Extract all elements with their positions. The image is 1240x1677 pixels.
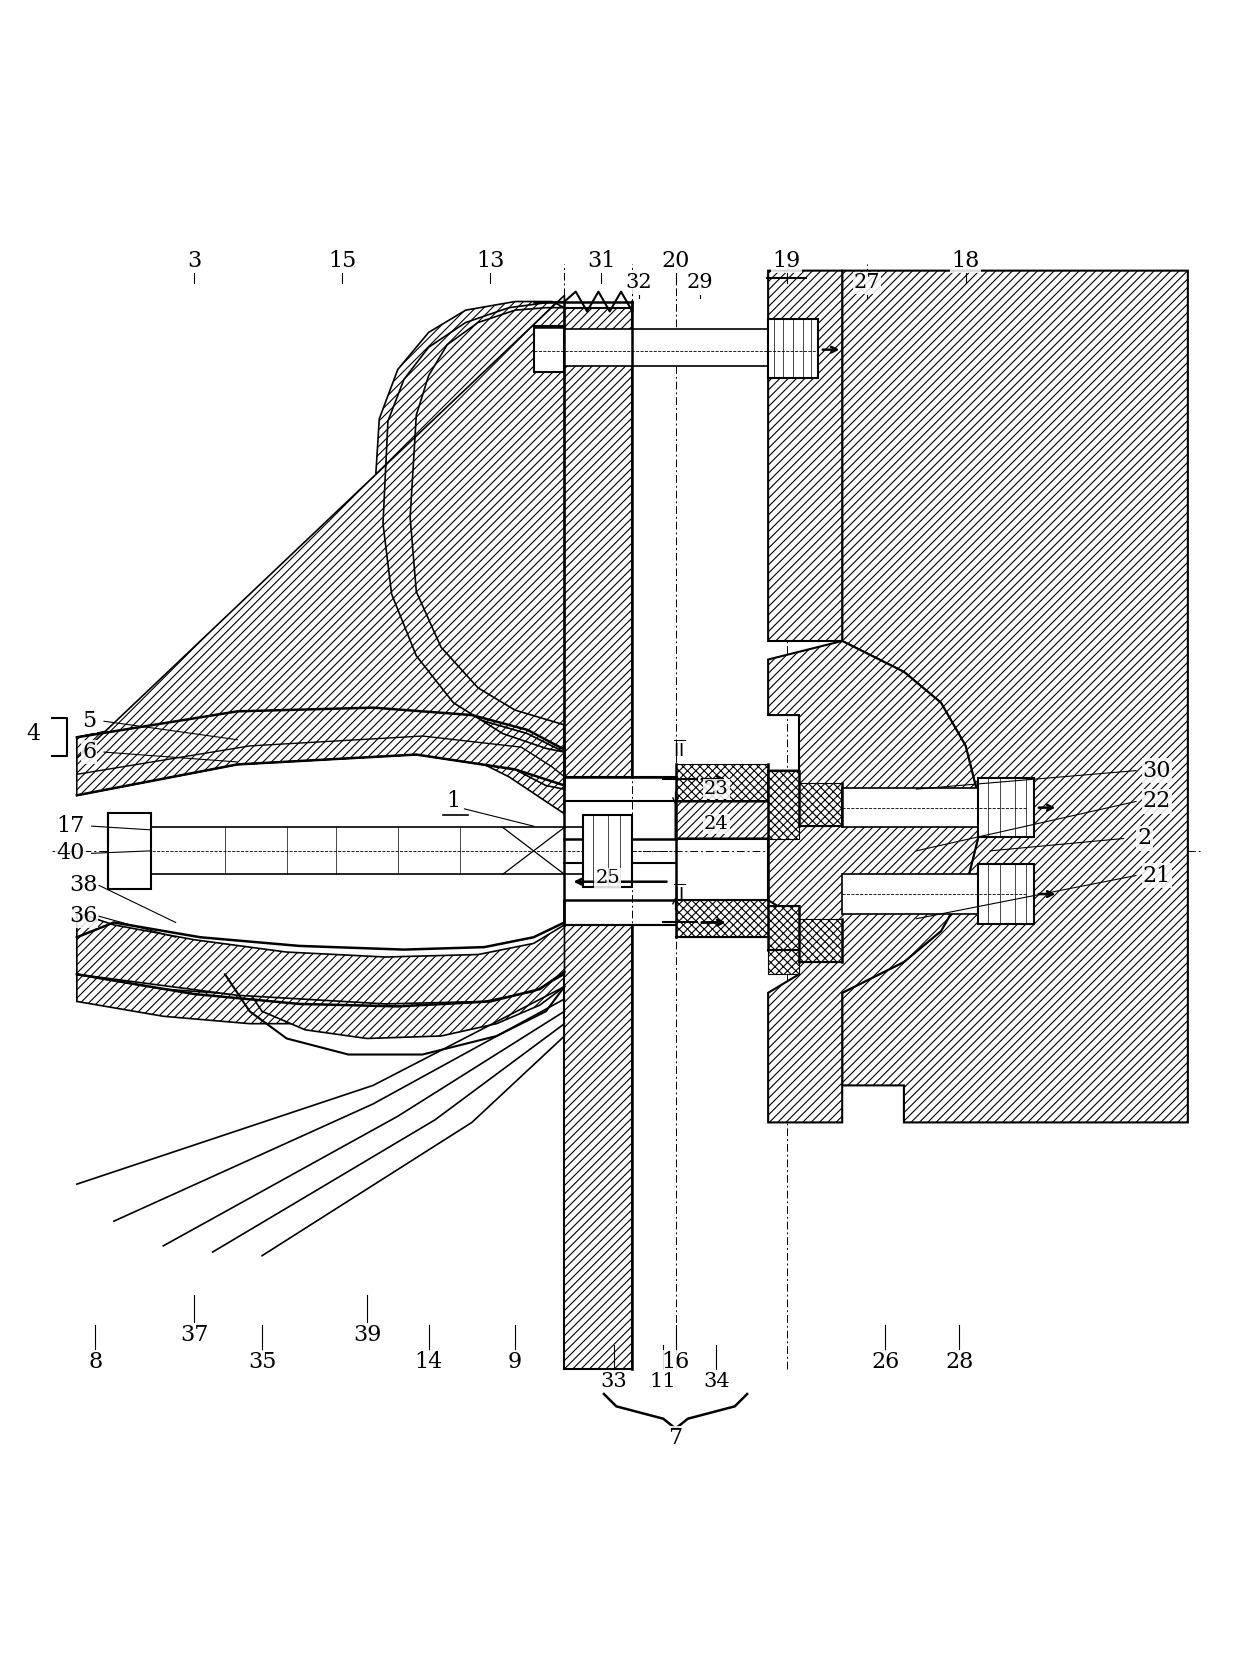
Polygon shape [676, 270, 978, 1122]
Text: 6: 6 [82, 741, 97, 763]
Text: 9: 9 [508, 1352, 522, 1373]
Text: 29: 29 [687, 273, 713, 292]
Polygon shape [583, 815, 632, 887]
Text: 15: 15 [329, 250, 356, 272]
Text: 3: 3 [187, 250, 201, 272]
Polygon shape [676, 765, 842, 838]
Polygon shape [77, 302, 564, 813]
Polygon shape [842, 874, 978, 914]
Polygon shape [77, 709, 564, 790]
Text: 5: 5 [82, 711, 97, 733]
Polygon shape [77, 912, 564, 1005]
Text: $\overline{\mathrm{II}}$: $\overline{\mathrm{II}}$ [673, 740, 686, 761]
Text: 4: 4 [26, 723, 41, 745]
Polygon shape [978, 778, 1033, 837]
Polygon shape [533, 327, 564, 372]
Polygon shape [564, 307, 632, 776]
Text: 8: 8 [88, 1352, 103, 1373]
Text: 24: 24 [704, 815, 729, 833]
Text: 21: 21 [1143, 865, 1171, 887]
Text: 2: 2 [1137, 827, 1152, 850]
Text: $\overline{\mathrm{II}}$: $\overline{\mathrm{II}}$ [673, 884, 686, 904]
Polygon shape [77, 709, 564, 776]
Text: 17: 17 [57, 815, 84, 837]
Polygon shape [77, 736, 564, 795]
Text: 19: 19 [773, 250, 801, 272]
Text: 28: 28 [945, 1352, 973, 1373]
Text: 18: 18 [951, 250, 980, 272]
Text: 22: 22 [1143, 790, 1171, 812]
Text: 11: 11 [650, 1372, 677, 1392]
Polygon shape [768, 319, 817, 377]
Polygon shape [108, 827, 632, 874]
Polygon shape [842, 270, 1188, 1122]
Text: 1: 1 [446, 790, 460, 812]
Text: 23: 23 [704, 780, 729, 798]
Polygon shape [77, 295, 564, 795]
Polygon shape [77, 901, 564, 1023]
Polygon shape [978, 864, 1033, 924]
Text: 38: 38 [68, 874, 97, 897]
Polygon shape [842, 788, 978, 827]
Text: 31: 31 [588, 250, 616, 272]
Text: 32: 32 [625, 273, 652, 292]
Text: 30: 30 [1143, 760, 1172, 781]
Text: 34: 34 [703, 1372, 729, 1392]
Text: 7: 7 [668, 1427, 682, 1449]
Text: 16: 16 [661, 1352, 689, 1373]
Text: 33: 33 [600, 1372, 627, 1392]
Text: 35: 35 [248, 1352, 277, 1373]
Text: 39: 39 [352, 1323, 381, 1345]
Text: 20: 20 [661, 250, 689, 272]
Text: 14: 14 [414, 1352, 443, 1373]
Text: 25: 25 [595, 869, 620, 887]
Text: 26: 26 [872, 1352, 899, 1373]
Text: 27: 27 [853, 273, 880, 292]
Text: 13: 13 [476, 250, 505, 272]
Polygon shape [564, 329, 768, 366]
Text: 37: 37 [180, 1323, 208, 1345]
Text: 40: 40 [57, 842, 84, 864]
Polygon shape [676, 901, 842, 974]
Polygon shape [249, 926, 564, 1038]
Polygon shape [108, 813, 151, 889]
Polygon shape [564, 926, 632, 1370]
Text: 36: 36 [69, 906, 97, 927]
